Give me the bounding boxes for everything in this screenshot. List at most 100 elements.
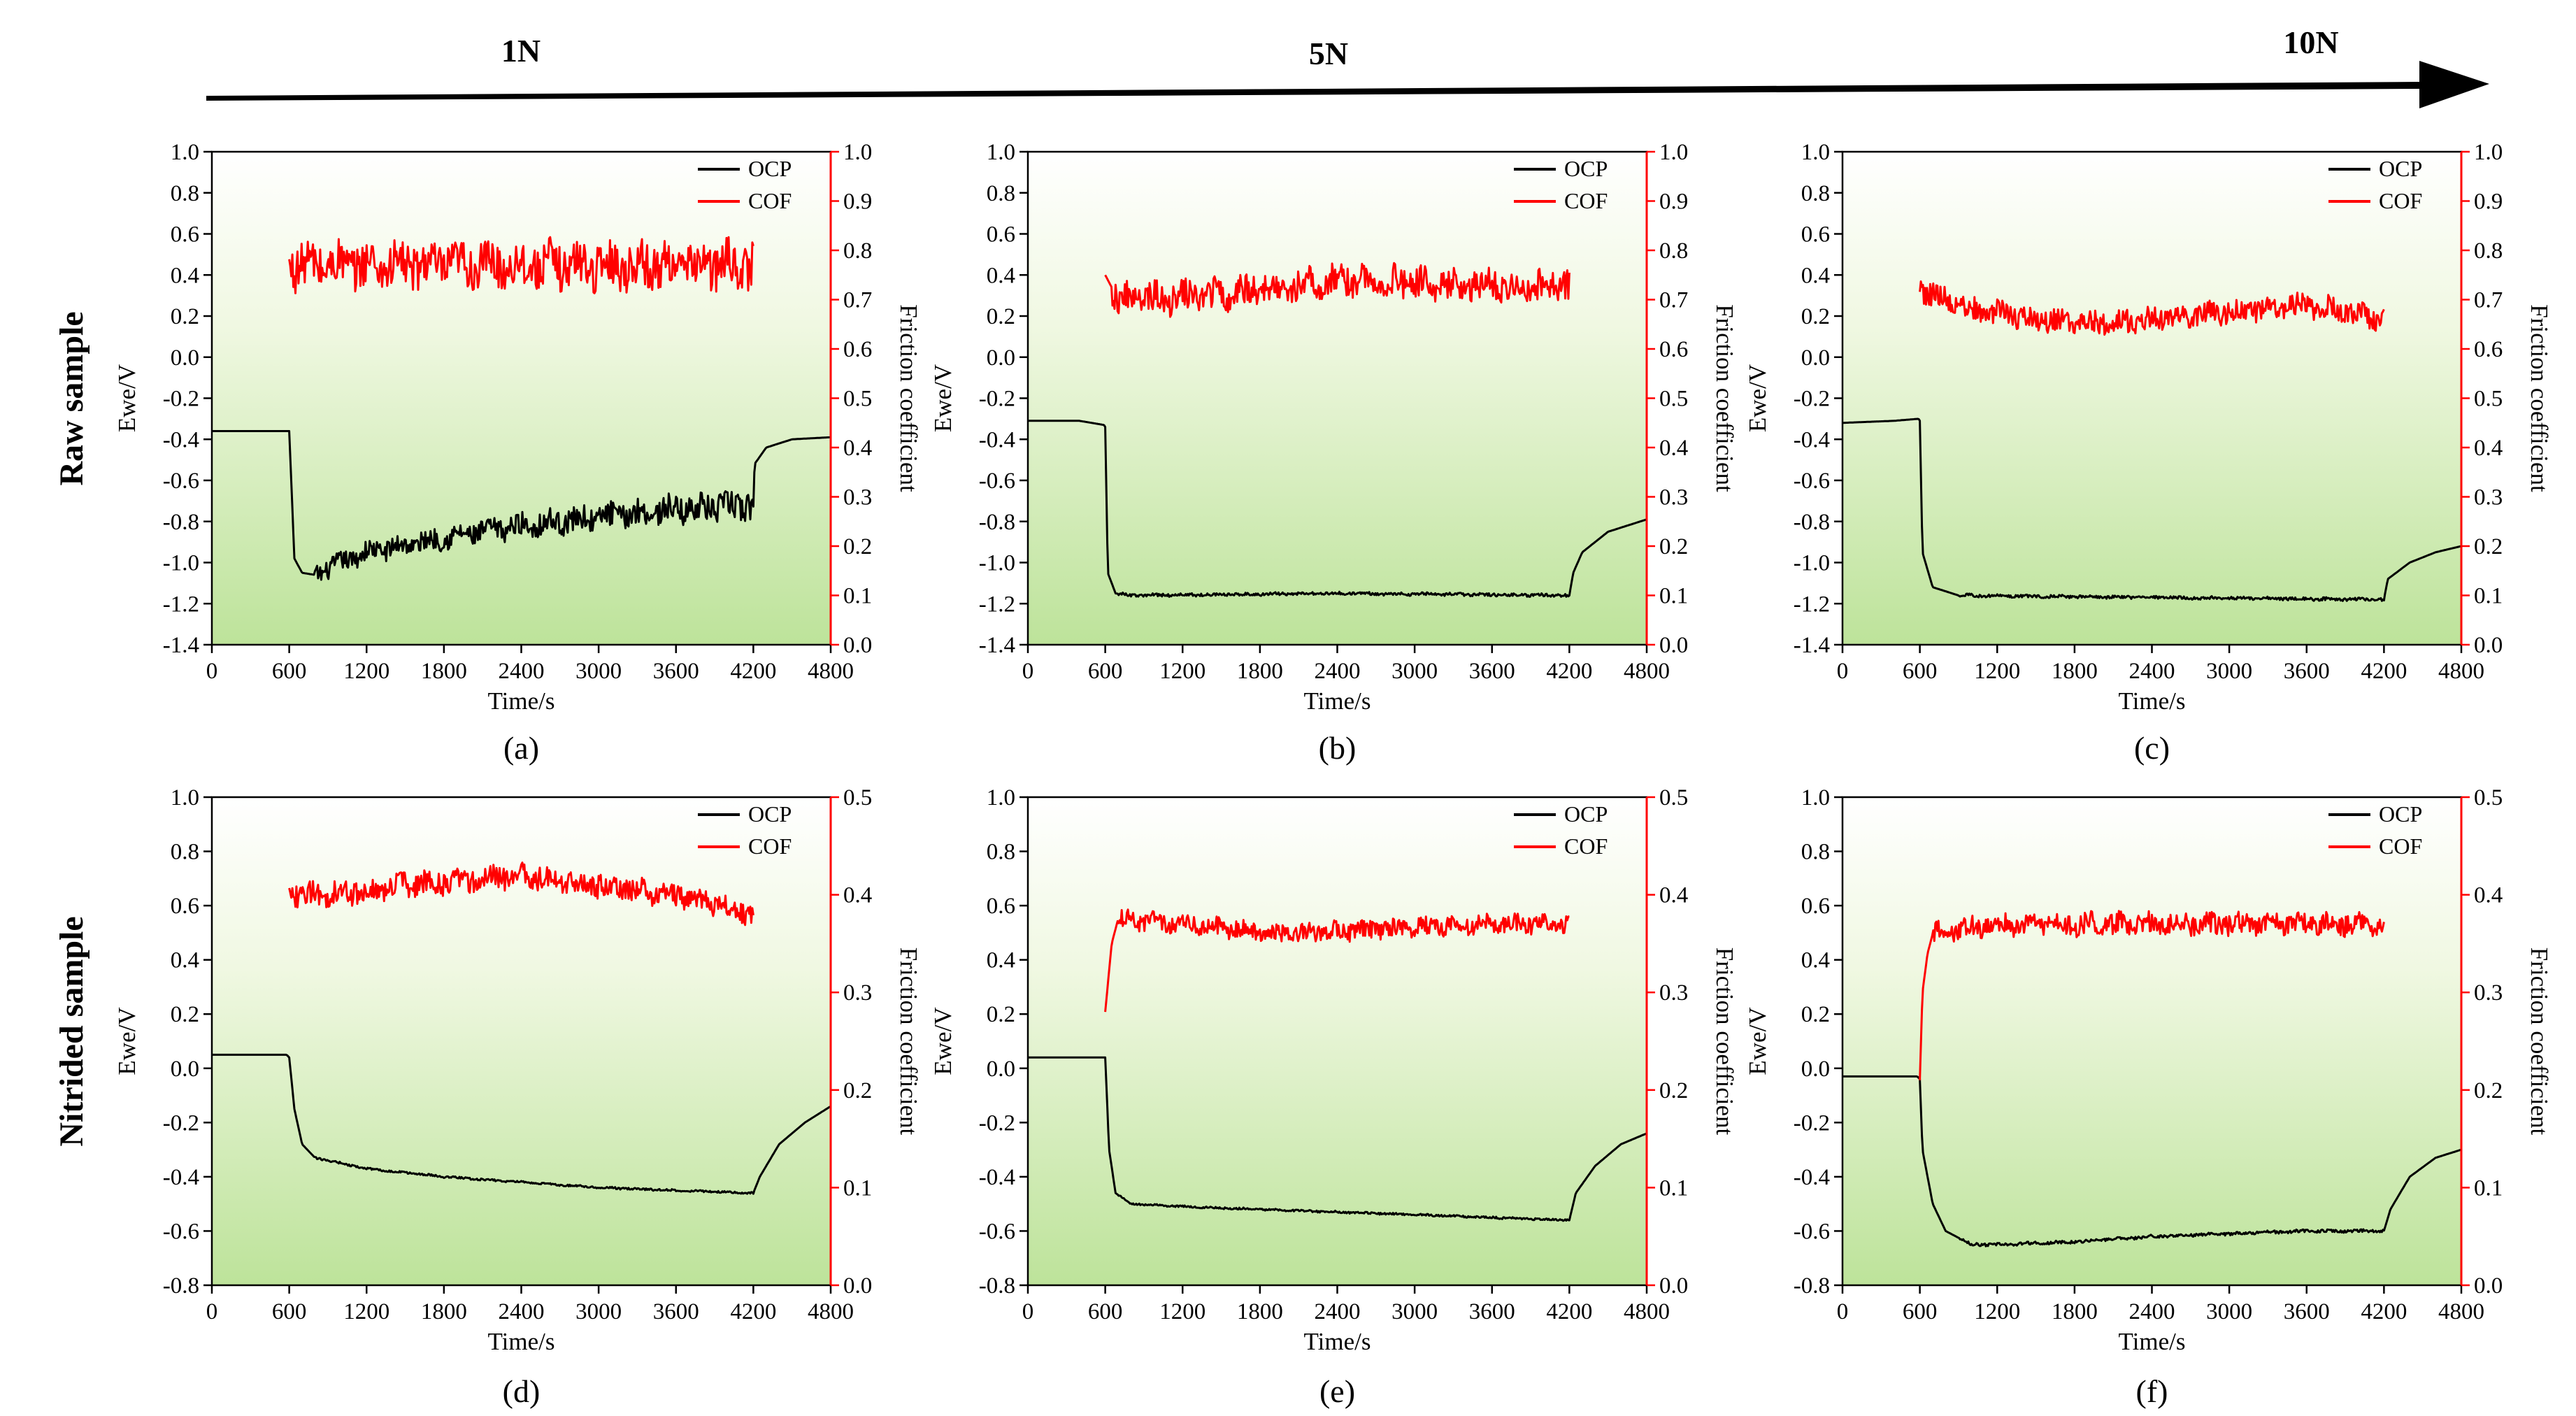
y-left-tick-label: 0.4 (171, 948, 199, 973)
y-left-tick-label: 0.8 (1801, 181, 1830, 206)
x-tick-label: 600 (1088, 659, 1123, 684)
panel-f: 0 600 1200 1800 2400 3000 3600 4200 4800 -0.8 -0.6… (1744, 785, 2553, 1409)
x-tick-label: 3000 (2206, 659, 2252, 684)
y-right-tick-label: 0.2 (1659, 534, 1688, 559)
y-left-tick-label: 0.8 (987, 181, 1015, 206)
legend-label-cof: COF (748, 834, 792, 859)
y-right-tick-label: 0.6 (843, 337, 872, 362)
panel-d: 0 600 1200 1800 2400 3000 3600 4200 4800 -0.8 -0.6… (113, 785, 922, 1409)
x-tick-label: 3600 (653, 1299, 699, 1324)
y-left-tick-label: -0.6 (1794, 469, 1830, 494)
y-right-tick-label: 0.8 (1659, 238, 1688, 264)
x-tick-label: 2400 (2129, 1299, 2175, 1324)
y-left-tick-label: 1.0 (171, 785, 199, 810)
x-tick-label: 2400 (2129, 659, 2175, 684)
legend-label-cof: COF (2379, 834, 2422, 859)
x-tick-label: 4200 (730, 1299, 776, 1324)
y-right-tick-label: 0.6 (1659, 337, 1688, 362)
row-label-raw-sample: Raw sample (53, 311, 90, 485)
x-tick-label: 0 (1022, 659, 1034, 684)
series-line-ocp (1028, 1056, 1647, 1222)
y-left-tick-label: 0.2 (171, 1002, 199, 1027)
x-tick-label: 600 (1088, 1299, 1123, 1324)
y-left-tick-label: -1.0 (1794, 551, 1830, 576)
y-right-tick-label: 0.5 (843, 785, 872, 810)
y-left-tick-label: 0.8 (171, 840, 199, 865)
y-left-tick-label: -0.4 (979, 1165, 1015, 1190)
y-left-axis-label: Ewe/V (929, 364, 957, 432)
y-right-tick-label: 0.2 (2474, 1078, 2503, 1103)
y-right-tick-label: 0.0 (1659, 1273, 1688, 1299)
x-tick-label: 3600 (2284, 1299, 2330, 1324)
y-right-axis-label: Friction coefficient (895, 947, 922, 1136)
y-right-tick-label: 0.6 (2474, 337, 2503, 362)
y-right-tick-label: 1.0 (1659, 140, 1688, 165)
x-tick-label: 3000 (1391, 659, 1438, 684)
y-right-tick-label: 0.3 (2474, 980, 2503, 1006)
x-tick-label: 4800 (2438, 659, 2484, 684)
y-left-axis-label: Ewe/V (113, 364, 141, 432)
y-left-tick-label: 0.8 (171, 181, 199, 206)
series-line-ocp (1842, 1075, 2462, 1247)
load-label-1n: 1N (501, 33, 541, 69)
x-tick-label: 2400 (1315, 659, 1361, 684)
y-right-tick-label: 0.3 (843, 485, 872, 510)
plot-background (1028, 152, 1647, 645)
x-tick-label: 3600 (1469, 659, 1515, 684)
load-arrow (206, 61, 2489, 108)
legend-label-ocp: OCP (2379, 801, 2422, 827)
y-right-tick-label: 0.5 (1659, 387, 1688, 412)
y-left-tick-label: 0.2 (987, 304, 1015, 329)
x-tick-label: 1800 (421, 1299, 467, 1324)
y-right-tick-label: 0.0 (2474, 1273, 2503, 1299)
y-left-axis-label: Ewe/V (1744, 1007, 1771, 1075)
y-right-tick-label: 0.4 (2474, 883, 2503, 908)
y-left-tick-label: 0.4 (1801, 948, 1830, 973)
y-right-tick-label: 0.1 (843, 584, 872, 609)
x-tick-label: 4800 (1624, 1299, 1670, 1324)
y-left-axis-label: Ewe/V (929, 1007, 957, 1075)
y-left-tick-label: 1.0 (987, 785, 1015, 810)
y-right-tick-label: 0.8 (843, 238, 872, 264)
y-right-tick-label: 0.5 (2474, 387, 2503, 412)
x-axis-label: Time/s (2119, 687, 2186, 715)
x-tick-label: 1200 (1159, 1299, 1205, 1324)
panel-caption: (a) (503, 730, 539, 766)
x-tick-label: 4800 (808, 1299, 854, 1324)
y-left-tick-label: -0.4 (163, 1165, 199, 1190)
y-left-tick-label: -0.2 (1794, 387, 1830, 412)
y-left-tick-label: 0.2 (1801, 304, 1830, 329)
y-left-tick-label: 1.0 (1801, 785, 1830, 810)
series-line-ocp (1028, 420, 1647, 598)
y-left-tick-label: 0.4 (1801, 263, 1830, 288)
y-right-tick-label: 1.0 (2474, 140, 2503, 165)
y-right-tick-label: 0.2 (2474, 534, 2503, 559)
y-left-tick-label: 0.0 (171, 1057, 199, 1082)
y-right-axis-label: Friction coefficient (2526, 304, 2553, 492)
legend-label-ocp: OCP (748, 156, 792, 181)
x-tick-label: 600 (272, 1299, 307, 1324)
x-tick-label: 0 (206, 1299, 218, 1324)
y-left-tick-label: 0.8 (1801, 840, 1830, 865)
x-tick-label: 1200 (343, 1299, 389, 1324)
y-left-tick-label: 0.6 (987, 894, 1015, 919)
x-tick-label: 3000 (575, 1299, 622, 1324)
legend-label-cof: COF (2379, 188, 2422, 213)
y-left-tick-label: -1.2 (979, 592, 1015, 617)
y-right-tick-label: 0.9 (2474, 189, 2503, 215)
x-tick-label: 2400 (499, 1299, 545, 1324)
y-left-tick-label: -0.4 (1794, 427, 1830, 452)
y-right-tick-label: 0.1 (2474, 584, 2503, 609)
x-tick-label: 1200 (1974, 1299, 2020, 1324)
x-tick-label: 3000 (575, 659, 622, 684)
y-right-tick-label: 0.8 (2474, 238, 2503, 264)
y-right-axis-label: Friction coefficient (2526, 947, 2553, 1136)
y-right-tick-label: 0.5 (843, 387, 872, 412)
plot-background (212, 797, 831, 1285)
y-right-tick-label: 0.4 (843, 436, 872, 461)
y-right-tick-label: 0.2 (843, 534, 872, 559)
series-line-cof (288, 861, 754, 927)
y-left-tick-label: -0.4 (163, 427, 199, 452)
row-label-nitrided-sample: Nitrided sample (53, 916, 90, 1146)
x-axis-label: Time/s (2119, 1328, 2186, 1355)
